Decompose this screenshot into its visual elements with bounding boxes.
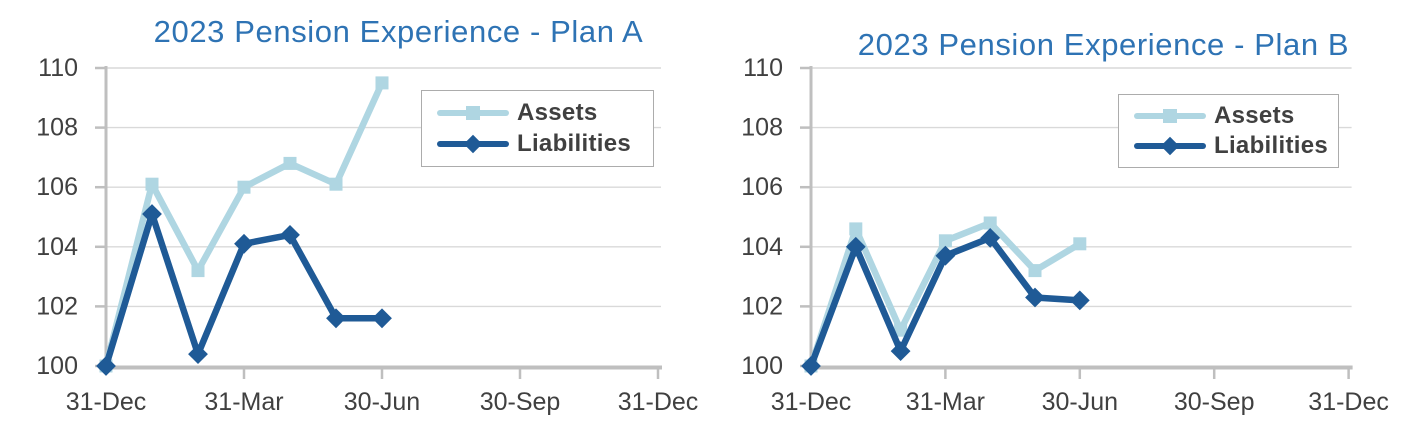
- liabilities-marker: [935, 245, 956, 266]
- liabilities-marker: [372, 308, 392, 329]
- chart-plan-a: 2023 Pension Experience - Plan A 100 102 1…: [36, 14, 699, 416]
- x-tick-label: 30-Sep: [1174, 388, 1255, 416]
- assets-marker: [1028, 264, 1042, 278]
- assets-series-swatch: [1134, 104, 1206, 128]
- assets-marker: [283, 156, 297, 170]
- y-tick-label: 104: [36, 233, 78, 261]
- x-tick-label: 31-Mar: [906, 388, 985, 416]
- x-axis-labels: 31-Dec 31-Mar 30-Jun 30-Sep 31-Dec: [66, 388, 699, 416]
- legend-plan-a: Assets Liabilities: [421, 90, 654, 167]
- assets-marker: [1073, 237, 1087, 251]
- legend-item-assets: Assets: [1134, 102, 1334, 130]
- axes: [95, 66, 662, 379]
- y-tick-label: 100: [741, 352, 783, 380]
- liabilities-marker: [1069, 290, 1090, 311]
- x-tick-label: 31-Dec: [618, 388, 699, 416]
- axes: [800, 66, 1353, 379]
- assets-marker: [849, 222, 863, 236]
- y-tick-label: 102: [36, 292, 78, 320]
- y-tick-label: 106: [741, 173, 783, 201]
- legend-item-liabilities: Liabilities: [437, 130, 649, 158]
- assets-marker: [894, 323, 908, 337]
- y-tick-label: 106: [36, 173, 78, 201]
- liabilities-marker: [280, 225, 300, 245]
- series-assets: [99, 76, 389, 373]
- assets-marker: [329, 177, 343, 191]
- liabilities-diamond-marker-icon: [463, 135, 483, 154]
- liabilities-marker: [234, 233, 254, 254]
- legend-label-assets: Assets: [517, 98, 598, 126]
- legend-plan-b: Assets Liabilities: [1118, 94, 1339, 168]
- y-axis-labels: 100 102 104 106 108 110: [741, 54, 783, 380]
- series-liabilities: [801, 228, 1090, 376]
- liabilities-marker: [801, 356, 821, 376]
- x-tick-label: 30-Sep: [480, 388, 561, 416]
- x-tick-label: 31-Dec: [66, 388, 147, 416]
- x-tick-label: 31-Mar: [204, 388, 283, 416]
- assets-series-swatch: [437, 101, 509, 125]
- liabilities-marker: [326, 308, 346, 329]
- plot-area-plan-b: 100 102 104 106 108 110 31-Dec 31-Mar 30-Jun 30-S…: [741, 54, 1389, 416]
- y-tick-label: 108: [741, 114, 783, 142]
- y-tick-label: 100: [36, 352, 78, 380]
- y-tick-label: 110: [38, 54, 78, 82]
- gridlines: [107, 67, 661, 308]
- legend-item-liabilities: Liabilities: [1134, 132, 1334, 160]
- liabilities-marker: [845, 236, 866, 257]
- legend-item-assets: Assets: [437, 99, 649, 127]
- legend-label-assets: Assets: [1214, 101, 1295, 129]
- y-tick-label: 110: [743, 54, 783, 82]
- y-axis-labels: 100 102 104 106 108 110: [36, 54, 78, 380]
- liabilities-marker: [1025, 287, 1045, 308]
- liabilities-marker: [142, 204, 162, 224]
- chart-title-plan-a: 2023 Pension Experience - Plan A: [153, 14, 644, 49]
- assets-marker: [145, 177, 159, 191]
- chart-plan-b: 2023 Pension Experience - Plan B 100 102 1…: [705, 0, 1410, 436]
- assets-square-marker-icon: [1163, 108, 1177, 123]
- assets-marker: [983, 216, 997, 230]
- y-tick-label: 102: [741, 292, 783, 320]
- x-tick-label: 30-Jun: [344, 388, 420, 416]
- assets-marker: [938, 234, 952, 248]
- y-tick-label: 108: [36, 114, 78, 142]
- x-tick-label: 31-Dec: [1308, 388, 1389, 416]
- series-assets: [804, 216, 1087, 373]
- y-tick-label: 104: [741, 233, 783, 261]
- assets-marker: [191, 264, 205, 278]
- legend-label-liabilities: Liabilities: [1214, 132, 1328, 160]
- liabilities-series-swatch: [437, 132, 509, 156]
- liabilities-series-swatch: [1134, 134, 1206, 158]
- series-liabilities: [96, 204, 392, 376]
- legend-label-liabilities: Liabilities: [517, 130, 631, 158]
- x-tick-label: 30-Jun: [1042, 388, 1118, 416]
- liabilities-diamond-marker-icon: [1160, 137, 1180, 156]
- x-axis-labels: 31-Dec 31-Mar 30-Jun 30-Sep 31-Dec: [771, 388, 1389, 416]
- liabilities-marker: [188, 344, 208, 364]
- chart-title-plan-b: 2023 Pension Experience - Plan B: [857, 27, 1350, 62]
- liabilities-marker: [890, 341, 911, 361]
- assets-marker: [237, 180, 251, 194]
- assets-square-marker-icon: [466, 105, 480, 120]
- x-tick-label: 31-Dec: [771, 388, 852, 416]
- liabilities-marker: [96, 356, 116, 376]
- plot-area-plan-a: 100 102 104 106 108 110 31-Dec 31-Mar 30-Jun 30-S…: [36, 54, 699, 416]
- assets-marker: [375, 76, 389, 90]
